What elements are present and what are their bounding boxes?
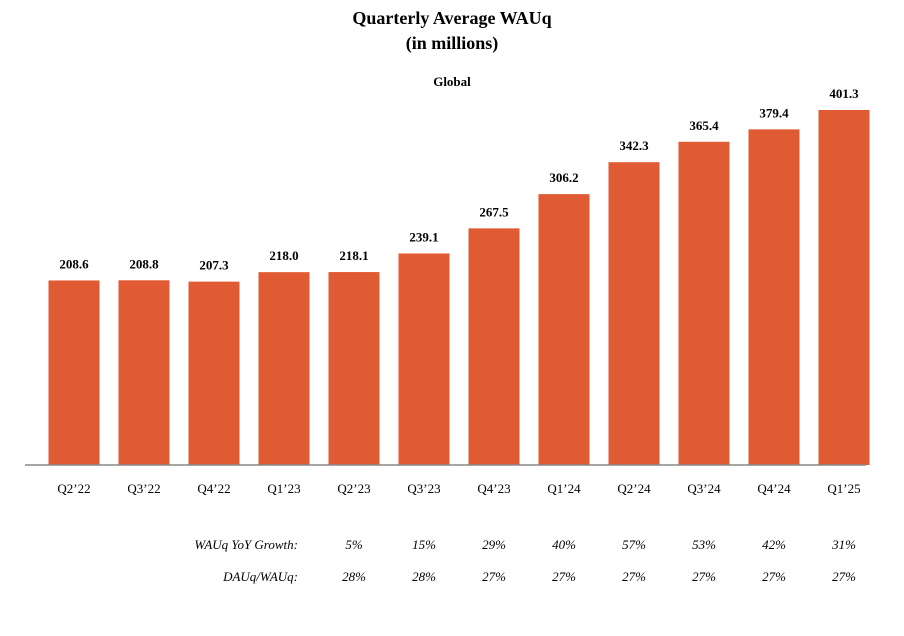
- x-tick-label: Q3’23: [407, 481, 440, 496]
- bar-value-label: 379.4: [759, 105, 789, 120]
- chart-subtitle: Global: [433, 74, 471, 89]
- chart-title: Quarterly Average WAUq: [352, 8, 552, 28]
- x-tick-label: Q1’23: [267, 481, 300, 496]
- bar-value-label: 208.8: [129, 256, 159, 271]
- bar-8: [608, 162, 660, 465]
- table-cell: 27%: [622, 569, 646, 584]
- table-cell: 57%: [622, 537, 646, 552]
- x-tick-label: Q3’22: [127, 481, 160, 496]
- bar-0: [48, 280, 100, 465]
- x-tick-label: Q2’24: [617, 481, 651, 496]
- table-cell: 27%: [692, 569, 716, 584]
- bar-7: [538, 194, 590, 465]
- bar-value-label: 267.5: [479, 204, 509, 219]
- bar-value-label: 239.1: [409, 229, 438, 244]
- table-cell: 5%: [345, 537, 363, 552]
- bar-value-label: 342.3: [619, 138, 649, 153]
- table-cell: 27%: [552, 569, 576, 584]
- x-tick-label: Q4’23: [477, 481, 510, 496]
- metrics-table: WAUq YoY Growth: 5% 15% 29% 40% 57% 53% 42% 31% D…: [194, 537, 856, 584]
- table-cell: 15%: [412, 537, 436, 552]
- bar-value-label: 218.0: [269, 248, 298, 263]
- table-row-label: DAUq/WAUq:: [222, 569, 298, 584]
- table-cell: 31%: [831, 537, 856, 552]
- table-cell: 28%: [342, 569, 366, 584]
- bar-1: [118, 280, 170, 465]
- bar-value-label: 365.4: [689, 118, 719, 133]
- bar-value-label: 208.6: [59, 256, 89, 271]
- x-tick-label: Q4’24: [757, 481, 791, 496]
- table-cell: 27%: [482, 569, 506, 584]
- bars-group: [48, 110, 870, 465]
- bar-labels-group: 208.6 208.8 207.3 218.0 218.1 239.1 267.5 306.2…: [59, 86, 859, 273]
- tick-labels-group: Q2’22 Q3’22 Q4’22 Q1’23 Q2’23 Q3’23 Q4’23 Q1’24…: [57, 481, 860, 496]
- x-tick-label: Q2’22: [57, 481, 90, 496]
- table-cell: 29%: [482, 537, 506, 552]
- table-cell: 27%: [832, 569, 856, 584]
- table-cell: 42%: [762, 537, 786, 552]
- bar-9: [678, 141, 730, 465]
- table-cell: 53%: [692, 537, 716, 552]
- chart-units: (in millions): [405, 33, 499, 53]
- table-cell: 40%: [552, 537, 576, 552]
- bar-3: [258, 272, 310, 465]
- bar-6: [468, 228, 520, 465]
- bar-11: [818, 110, 870, 465]
- bar-value-label: 306.2: [549, 170, 578, 185]
- bar-2: [188, 281, 240, 465]
- table-row-label: WAUq YoY Growth:: [194, 537, 298, 552]
- bar-10: [748, 129, 800, 465]
- x-tick-label: Q1’24: [547, 481, 581, 496]
- x-tick-label: Q2’23: [337, 481, 370, 496]
- bar-value-label: 218.1: [339, 248, 368, 263]
- bar-5: [398, 253, 450, 465]
- bar-value-label: 401.3: [829, 86, 859, 101]
- bar-4: [328, 272, 380, 465]
- x-tick-label: Q1’25: [827, 481, 860, 496]
- table-cell: 28%: [412, 569, 436, 584]
- x-tick-label: Q3’24: [687, 481, 721, 496]
- x-tick-label: Q4’22: [197, 481, 230, 496]
- bar-value-label: 207.3: [199, 258, 229, 273]
- table-cell: 27%: [762, 569, 786, 584]
